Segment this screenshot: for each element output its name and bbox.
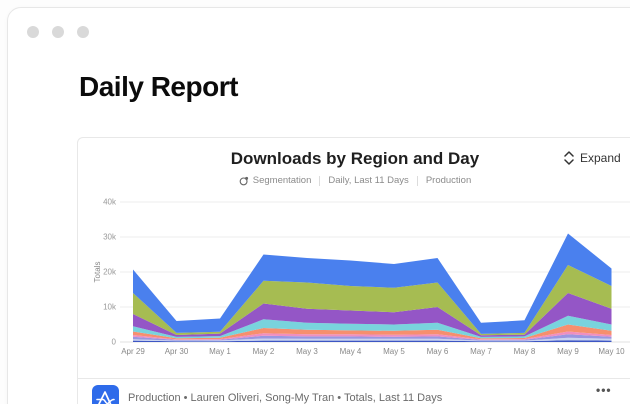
chart-plot-area: 0 10k 20k 30k 40k Totals Apr 29 Apr 30 May 1 May … [78, 192, 630, 370]
x-tick-label: Apr 29 [121, 347, 145, 356]
meta-separator [319, 175, 321, 186]
x-tick-label: May 10 [598, 347, 625, 356]
meta-label-environment: Production [425, 175, 472, 186]
y-axis-title: Totals [93, 262, 102, 283]
meta-label-range: Daily, Last 11 Days [328, 175, 409, 186]
x-tick-label: May 8 [514, 347, 536, 356]
y-tick-label: 30k [103, 233, 117, 242]
window-controls [27, 26, 89, 38]
area-series-periwinkle [133, 334, 612, 341]
amplitude-logo-icon[interactable] [92, 385, 119, 404]
area-series-olive [133, 265, 612, 336]
x-tick-label: May 9 [557, 347, 579, 356]
meta-environment: Production [426, 175, 471, 186]
y-tick-label: 20k [103, 268, 117, 277]
window-control-dot[interactable] [77, 26, 89, 38]
y-tick-label: 10k [103, 303, 117, 312]
area-series-salmon [133, 324, 612, 340]
area-series-blue [133, 233, 612, 334]
x-tick-label: May 1 [209, 347, 231, 356]
meta-date-range: Daily, Last 11 Days [328, 175, 408, 186]
expand-button[interactable]: Expand [564, 151, 621, 165]
browser-window: Daily Report Downloads by Region and Day… [7, 7, 630, 404]
meta-label-segmentation: Segmentation [252, 175, 312, 186]
downloads-area-chart: 0 10k 20k 30k 40k Totals Apr 29 Apr 30 May 1 May … [93, 198, 630, 356]
chart-title: Downloads by Region and Day [230, 149, 480, 168]
more-options-button[interactable]: ••• [596, 383, 612, 397]
window-control-dot[interactable] [27, 26, 39, 38]
meta-separator [416, 175, 418, 186]
area-series-purple [133, 293, 612, 337]
expand-label: Expand [580, 151, 621, 165]
segmentation-icon [239, 176, 249, 186]
expand-chevrons-icon [564, 151, 574, 165]
x-tick-label: May 4 [340, 347, 362, 356]
page-title: Daily Report [79, 71, 238, 102]
x-tick-label: May 2 [253, 347, 275, 356]
x-tick-label: Apr 30 [165, 347, 189, 356]
y-tick-label: 0 [112, 338, 117, 347]
x-tick-label: May 6 [427, 347, 449, 356]
chart-meta-row: Segmentation Daily, Last 11 Days Product… [78, 175, 630, 186]
area-series-pink [133, 331, 612, 340]
x-tick-label: May 7 [470, 347, 492, 356]
footer-source-text: Production • Lauren Oliveri, Song-My Tra… [128, 392, 443, 404]
chart-card: Downloads by Region and Day Expand [77, 137, 630, 404]
window-control-dot[interactable] [52, 26, 64, 38]
x-tick-label: May 5 [383, 347, 405, 356]
x-tick-label: May 3 [296, 347, 318, 356]
area-series-navy [133, 340, 612, 342]
area-series-pale-blue [133, 337, 612, 342]
area-series-teal [133, 315, 612, 339]
y-tick-label: 40k [103, 198, 117, 207]
meta-chart-type: Segmentation [239, 175, 312, 186]
card-footer: Production • Lauren Oliveri, Song-My Tra… [78, 378, 630, 404]
